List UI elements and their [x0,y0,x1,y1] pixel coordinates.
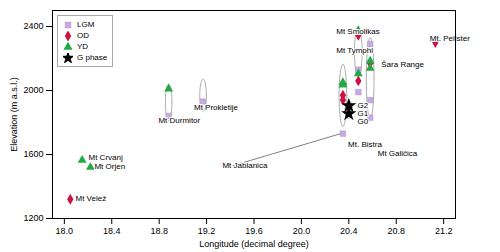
svg-text:Mt Velež: Mt Velež [75,194,106,203]
svg-text:21.2: 21.2 [435,226,453,236]
svg-text:Šara Range: Šara Range [381,60,424,69]
svg-text:19.2: 19.2 [198,226,216,236]
svg-text:20.8: 20.8 [387,226,405,236]
svg-text:Mt Durmitor: Mt Durmitor [158,116,200,125]
svg-text:G2: G2 [357,100,369,110]
svg-text:Mt Crvanj: Mt Crvanj [89,153,123,162]
svg-text:Mt Jablanica: Mt Jablanica [222,161,267,170]
html-text:YD: YD [77,42,89,51]
svg-text:Mt Prokletije: Mt Prokletije [194,103,239,112]
svg-text:Mt Galičica: Mt Galičica [378,149,418,158]
svg-text:Longitude (decimal degree): Longitude (decimal degree) [199,239,309,249]
svg-text:Mt. Bistra: Mt. Bistra [348,140,382,149]
svg-text:Mt Tymphi: Mt Tymphi [336,46,373,55]
svg-text:Elevation (m a.s.l.): Elevation (m a.s.l.) [9,77,19,152]
svg-text:19.6: 19.6 [245,226,263,236]
svg-text:Mt Orjen: Mt Orjen [94,162,125,171]
svg-text:18.4: 18.4 [103,226,121,236]
svg-text:20.0: 20.0 [293,226,311,236]
svg-text:Mt Smolikas: Mt Smolikas [336,27,380,36]
svg-text:1600: 1600 [23,149,43,159]
svg-text:Mt. Pelister: Mt. Pelister [430,34,470,43]
svg-text:G1: G1 [357,108,369,118]
html-text:LGM: LGM [77,20,95,29]
svg-text:2400: 2400 [23,21,43,31]
svg-text:2000: 2000 [23,85,43,95]
svg-text:G0: G0 [358,117,369,126]
html-text:G phase: G phase [77,53,108,62]
svg-text:20.4: 20.4 [340,226,358,236]
svg-text:18.0: 18.0 [56,226,74,236]
html-text:OD: OD [77,31,89,40]
svg-text:1200: 1200 [23,213,43,223]
svg-text:18.8: 18.8 [150,226,168,236]
